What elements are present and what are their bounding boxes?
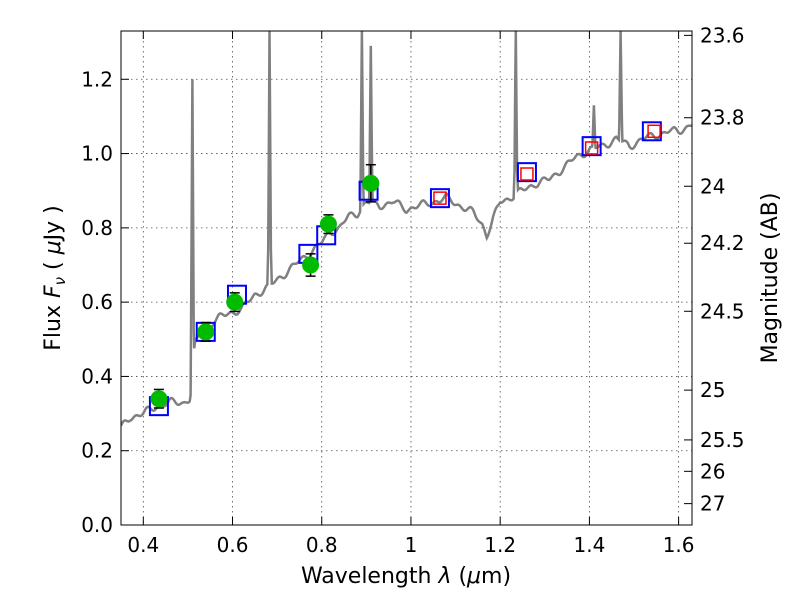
blue-square-marker [429,188,450,209]
y-tick-label: 0.2 [81,439,113,463]
y-tick-label: 0.6 [81,290,113,314]
green-circle-marker [197,323,215,341]
x-tick-label: 0.6 [217,533,249,557]
y2-tick-label: 23.6 [700,23,745,47]
y-label-symbol: F [41,285,66,298]
red-square-marker [433,191,447,205]
green-circle-marker [302,256,320,274]
x-tick-label: 1.2 [484,533,516,557]
y-tick-label: 0.8 [81,216,113,240]
x-tick-label: 0.4 [127,533,159,557]
red-square-marker [584,141,599,155]
y-label-mu: μ [41,240,66,255]
y2-tick-label: 24.2 [700,231,745,255]
spectrum-line [121,31,692,427]
green-circle-marker [319,215,337,233]
x-label-unit: m) [481,564,511,589]
x-tick-label: 1.6 [663,533,695,557]
red-square-marker [647,124,661,139]
y-tick-label: 0.0 [81,513,113,537]
y2-tick-label: 27 [700,492,725,516]
y2-tick-label: 25.5 [700,428,745,452]
right-axis-label: Magnitude (AB) [758,193,783,364]
plot-area [121,31,692,427]
axis-ticks: 0.4 0.6 0.8 1 1.2 1.4 1.6 0.0 0.2 0.4 0.6 0.8 1.0 1.2… [81,23,744,557]
green-circle-marker [150,390,168,408]
x-label-symbol: λ [437,564,451,589]
y2-tick-label: 23.8 [700,106,745,130]
x-axis-label: Wavelength λ (μm) [301,564,511,589]
y2-tick-label: 26 [700,459,725,483]
y2-tick-label: 24 [700,174,725,198]
y2-tick-label: 24.5 [700,299,745,323]
y-label-suffix: ( [41,254,66,277]
green-circle-marker [362,174,380,192]
x-label-prefix: Wavelength [301,564,439,589]
x-label-mu: μ [466,564,481,589]
y-axis-label: Flux Fν ( μJy ) [41,205,69,350]
blue-square-marker [516,162,537,183]
x-tick-label: 1 [405,533,418,557]
y-label-subscript: ν [51,277,69,285]
y-label-prefix: Flux [41,298,66,351]
y-tick-label: 1.0 [81,142,113,166]
grid [121,31,692,526]
red-square-marker [520,167,534,181]
x-label-suffix: ( [451,564,467,589]
x-tick-label: 0.8 [306,533,338,557]
x-tick-label: 1.4 [573,533,605,557]
plot-frame [120,30,693,526]
y-tick-label: 0.4 [81,364,113,388]
y-label-unit: Jy ) [41,205,66,242]
green-circle-marker [226,293,244,311]
blue-square-marker [641,121,662,142]
y-tick-label: 1.2 [81,67,113,91]
blue-square-marker [581,136,602,157]
y2-tick-label: 25 [700,378,725,402]
